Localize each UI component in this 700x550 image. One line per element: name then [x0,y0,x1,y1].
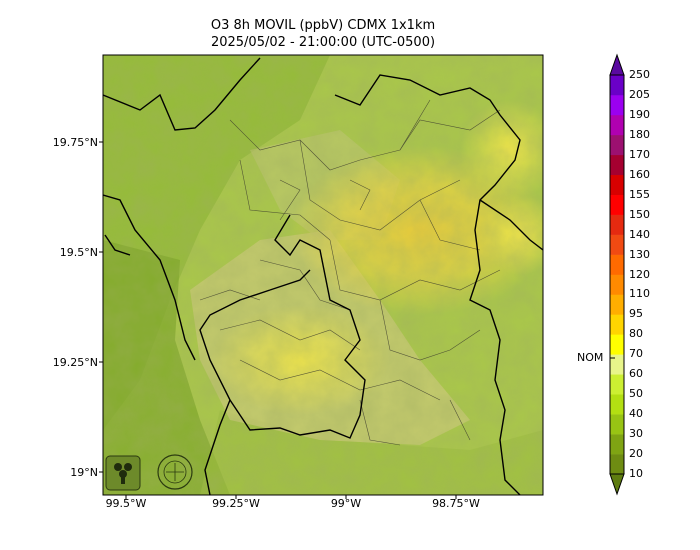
colorbar-bin [610,434,624,455]
colorbar-bin [610,94,624,116]
colorbar [609,53,625,496]
colorbar-bin [610,374,624,395]
lon-label-99-25: 99.25°W [212,497,260,510]
map-datetime: 2025/05/02 - 21:00:00 (UTC-0500) [210,35,436,50]
lon-label-98-75: 98.75°W [432,497,480,510]
colorbar-bin [610,314,624,335]
cdmx-logo [157,454,193,490]
nom-label: NOM [577,351,604,364]
lon-label-99-5: 99.5°W [105,497,147,510]
colorbar-bin [610,394,624,415]
colorbar-bin [610,234,624,255]
colorbar-tick-label: 130 [629,247,650,261]
sedema-logo [105,455,141,491]
colorbar-bin [610,274,624,295]
lat-label-19-75: 19.75°N [52,136,98,149]
lon-label-99: 99°W [330,497,362,510]
colorbar-bin [610,254,624,275]
colorbar-bin [610,134,624,156]
map-title: O3 8h MOVIL (ppbV) CDMX 1x1km [210,18,436,33]
colorbar-max-extension [609,53,625,76]
colorbar-tick-label: 30 [629,427,643,441]
colorbar-tick-label: 50 [629,387,643,401]
colorbar-tick-label: 110 [629,287,650,301]
colorbar-tick-label: 10 [629,467,643,480]
colorbar-tick-label: 180 [629,127,650,141]
colorbar-tick-label: 95 [629,307,643,321]
colorbar-bin [610,214,624,235]
lat-label-19-5: 19.5°N [59,246,98,259]
colorbar-bin [610,194,624,215]
colorbar-tick-label: 120 [629,267,650,281]
map-ticks [99,141,457,499]
colorbar-tick-label: 205 [629,87,650,101]
colorbar-bin [610,414,624,435]
colorbar-tick-label: 70 [629,347,643,361]
colorbar-frame [609,74,625,475]
colorbar-tick-label: 140 [629,227,650,241]
colorbar-bin [610,75,624,96]
colorbar-tick-label: 160 [629,167,650,181]
colorbar-bin [610,114,624,136]
colorbar-tick-label: 80 [629,327,643,341]
colorbar-bin [610,454,624,475]
lat-label-19-25: 19.25°N [52,356,98,369]
map-area [103,55,543,495]
lat-label-19: 19°N [70,466,98,479]
colorbar-tick-label: 40 [629,407,643,421]
colorbar-tick-label: 60 [629,367,643,381]
colorbar-bin [610,294,624,315]
colorbar-min-extension [609,473,625,496]
colorbar-bin [610,354,624,375]
colorbar-bin [610,174,624,195]
colorbar-tick-label: 155 [629,187,650,201]
colorbar-tick-label: 250 [629,68,650,81]
colorbar-tick-label: 190 [629,107,650,121]
colorbar-tick-label: 20 [629,447,643,461]
colorbar-bin [610,154,624,176]
colorbar-tick-label: 170 [629,147,650,161]
colorbar-tick-label: 150 [629,207,650,221]
colorbar-bin [610,334,624,355]
